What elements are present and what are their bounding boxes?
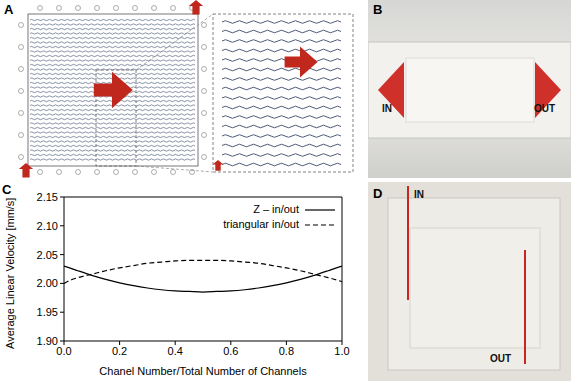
svg-text:Average Linear Velocity [mm/s]: Average Linear Velocity [mm/s] xyxy=(4,198,16,349)
svg-text:OUT: OUT xyxy=(490,353,511,364)
svg-text:1.95: 1.95 xyxy=(37,306,58,318)
svg-text:Chanel Number/Total Number of: Chanel Number/Total Number of Channels xyxy=(99,365,307,377)
svg-text:0.4: 0.4 xyxy=(168,345,183,357)
svg-text:0.0: 0.0 xyxy=(56,345,71,357)
svg-text:IN: IN xyxy=(414,189,424,200)
svg-text:2.00: 2.00 xyxy=(37,277,58,289)
html-text:triangular in/out: triangular in/out xyxy=(223,218,299,230)
html-text:C: C xyxy=(2,182,12,197)
html-text:Z – in/out: Z – in/out xyxy=(253,203,299,215)
svg-text:0.2: 0.2 xyxy=(112,345,127,357)
svg-text:1.90: 1.90 xyxy=(37,335,58,347)
svg-text:IN: IN xyxy=(382,103,392,114)
svg-text:B: B xyxy=(373,2,382,17)
svg-text:2.05: 2.05 xyxy=(37,249,58,261)
svg-text:0.6: 0.6 xyxy=(223,345,238,357)
svg-text:D: D xyxy=(373,186,382,201)
svg-text:1.0: 1.0 xyxy=(334,345,349,357)
svg-text:0.8: 0.8 xyxy=(279,345,294,357)
svg-text:A: A xyxy=(4,2,14,17)
svg-text:OUT: OUT xyxy=(534,103,555,114)
svg-text:2.10: 2.10 xyxy=(37,220,58,232)
svg-text:2.15: 2.15 xyxy=(37,191,58,203)
